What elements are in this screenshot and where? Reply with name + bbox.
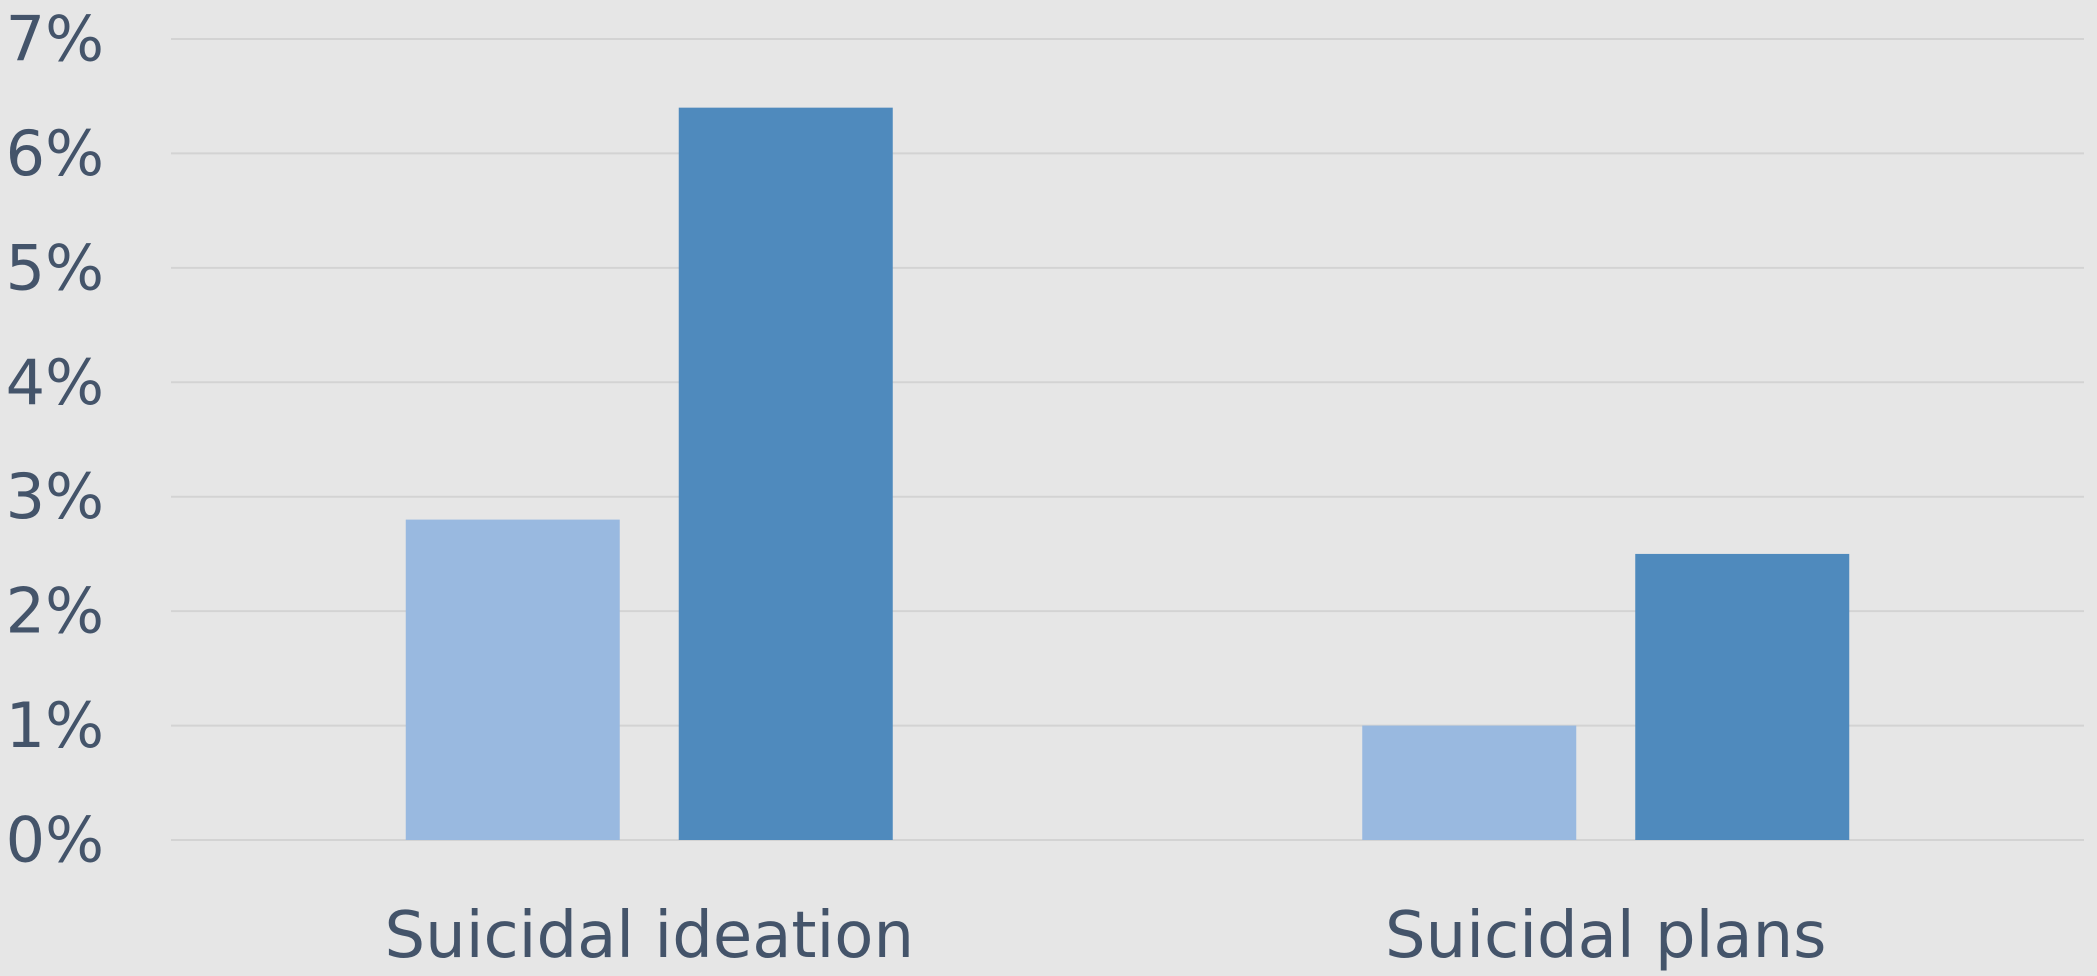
y-tick-label: 4%	[6, 346, 104, 419]
x-axis: Suicidal ideation Suicidal plans	[385, 899, 1827, 973]
y-tick-label: 3%	[6, 460, 104, 533]
bars	[405, 107, 1850, 840]
y-tick-label: 5%	[6, 231, 104, 304]
bar	[678, 107, 893, 840]
y-tick-label: 0%	[6, 804, 104, 877]
y-tick-label: 7%	[6, 3, 104, 76]
bar	[1362, 725, 1577, 840]
bar	[1635, 553, 1850, 840]
x-category-label: Suicidal ideation	[385, 899, 915, 973]
y-tick-label: 2%	[6, 575, 104, 648]
bar	[405, 519, 620, 840]
y-tick-label: 1%	[6, 689, 104, 762]
y-tick-label: 6%	[6, 117, 104, 190]
x-category-label: Suicidal plans	[1385, 899, 1826, 973]
y-axis: 0% 1% 2% 3% 4% 5% 6% 7%	[6, 3, 104, 877]
